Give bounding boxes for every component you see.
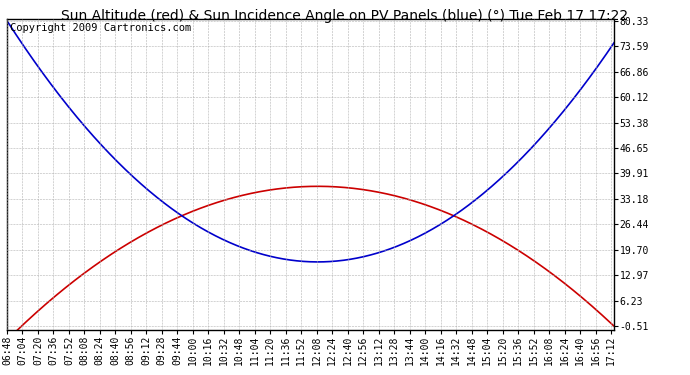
Text: Sun Altitude (red) & Sun Incidence Angle on PV Panels (blue) (°) Tue Feb 17 17:2: Sun Altitude (red) & Sun Incidence Angle…	[61, 9, 629, 23]
Text: Copyright 2009 Cartronics.com: Copyright 2009 Cartronics.com	[10, 23, 191, 33]
